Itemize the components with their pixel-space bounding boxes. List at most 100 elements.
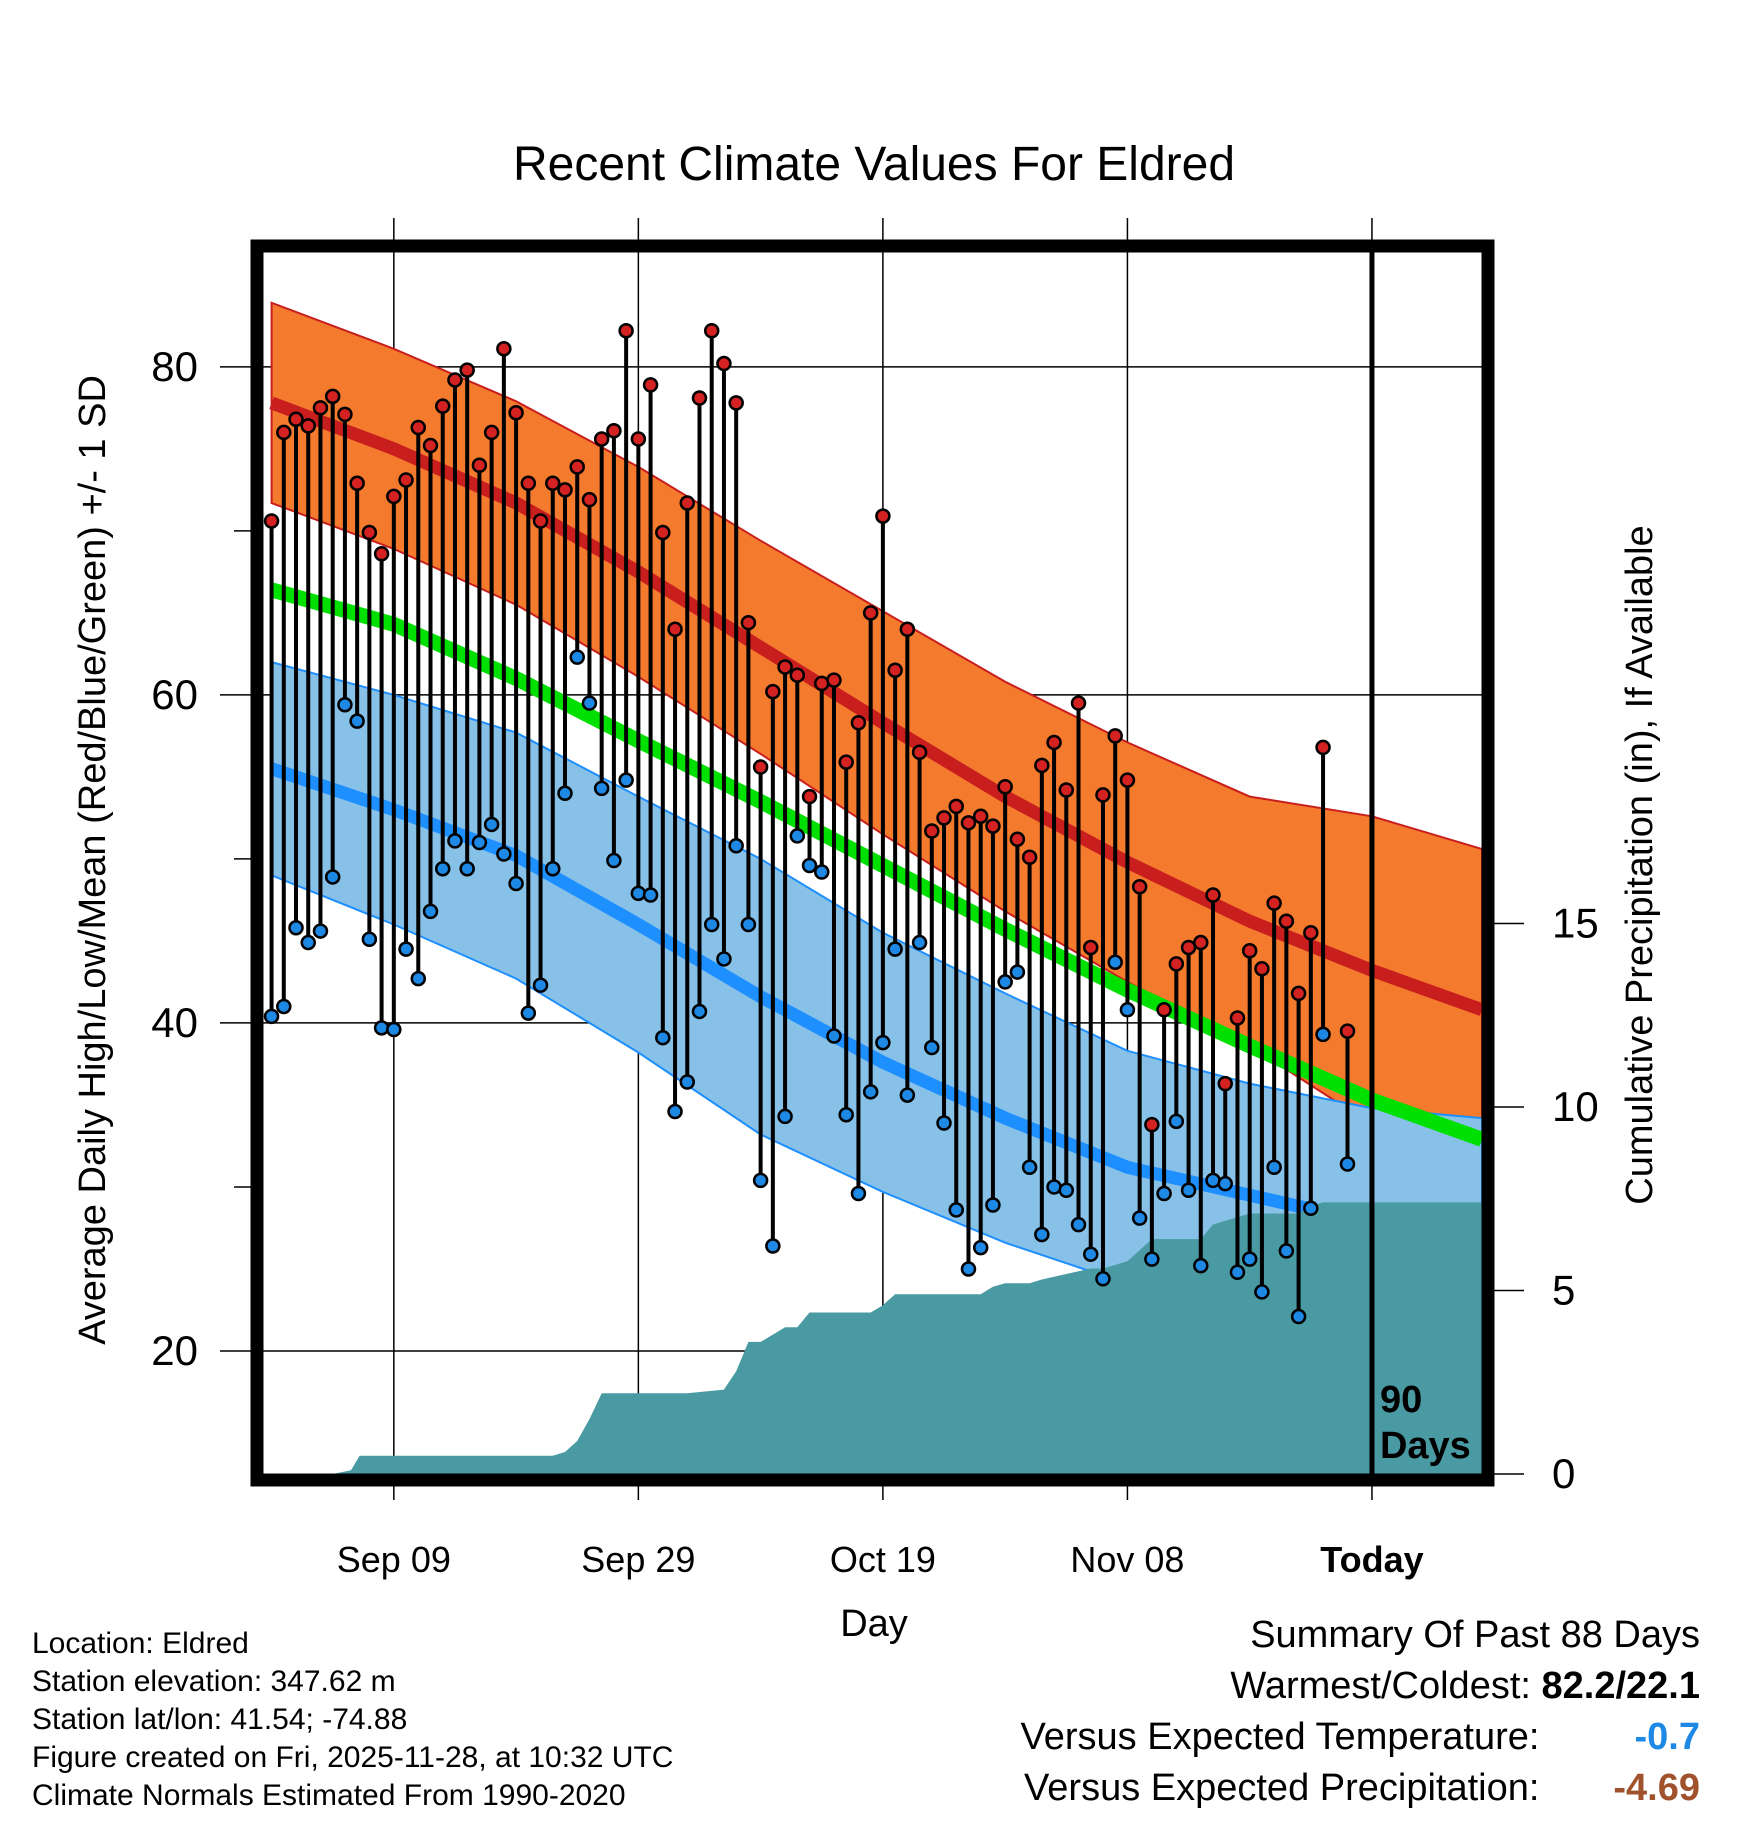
daily-high-point (740, 614, 757, 631)
precip-anomaly-label: Versus Expected Precipitation: (1024, 1767, 1540, 1809)
daily-high-point (752, 759, 769, 775)
daily-low-point (789, 828, 806, 844)
daily-low-point (1266, 1159, 1282, 1176)
daily-low-point (557, 785, 573, 802)
daily-low-point (1254, 1284, 1270, 1300)
daily-low-point (312, 923, 329, 939)
warmest-coldest-label: Warmest/Coldest: (1230, 1665, 1531, 1707)
daily-low-point (765, 1238, 781, 1254)
daily-high-point (814, 675, 830, 692)
daily-low-point (422, 903, 439, 920)
daily-high-point (679, 495, 696, 511)
daily-high-point (1303, 924, 1319, 941)
daily-low-point (703, 916, 720, 933)
daily-low-point (936, 1115, 952, 1131)
daily-high-point (1082, 939, 1099, 956)
daily-low-point (997, 974, 1013, 990)
daily-high-point (545, 475, 561, 492)
daily-low-point (1205, 1172, 1221, 1189)
daily-low-point (826, 1028, 842, 1044)
daily-low-point (1193, 1257, 1209, 1274)
daily-low-point (373, 1020, 390, 1036)
daily-low-point (630, 885, 647, 902)
daily-high-point (569, 459, 585, 475)
daily-low-point (581, 695, 598, 711)
x-tick-label: Sep 09 (337, 1539, 451, 1580)
daily-high-point (300, 418, 316, 434)
daily-high-point (1021, 849, 1038, 866)
daily-high-point (324, 388, 341, 405)
daily-high-point (483, 424, 500, 441)
daily-high-point (850, 715, 867, 731)
daily-high-point (911, 744, 928, 761)
daily-high-point (410, 419, 427, 436)
daily-high-point (1254, 961, 1270, 977)
daily-low-point (593, 780, 610, 797)
daily-high-point (618, 322, 634, 339)
plot-frame (250, 239, 1495, 1487)
daily-low-point (398, 941, 414, 957)
daily-low-point (300, 934, 316, 951)
daily-high-point (1278, 913, 1295, 929)
daily-high-point (1193, 934, 1209, 951)
daily-high-point (1119, 772, 1136, 788)
daily-low-point (1095, 1271, 1111, 1287)
daily-low-point (728, 838, 744, 854)
daily-high-point (1229, 1010, 1246, 1026)
precip-anomaly-row: Versus Expected Precipitation: -4.69 (1021, 1763, 1700, 1814)
summary-title: Summary Of Past 88 Days (1250, 1614, 1700, 1656)
daily-low-point (1303, 1200, 1319, 1217)
daily-high-point (593, 431, 610, 447)
daily-low-point (263, 1008, 280, 1025)
daily-high-point (422, 437, 439, 454)
daily-high-point (1168, 956, 1185, 972)
daily-low-point (1144, 1251, 1160, 1267)
daily-high-point (496, 341, 512, 357)
daily-low-point (1058, 1182, 1075, 1198)
daily-low-point (911, 934, 928, 951)
daily-high-point (1107, 728, 1123, 744)
daily-high-point (1009, 831, 1026, 847)
daily-low-point (386, 1021, 402, 1038)
daily-high-point (361, 524, 378, 541)
daily-high-point (447, 372, 463, 388)
precip-anomaly-value: -4.69 (1613, 1767, 1700, 1809)
daily-low-point (1009, 964, 1026, 980)
daily-low-point (520, 1005, 537, 1021)
daily-low-point (471, 834, 488, 851)
temp-anomaly-value: -0.7 (1634, 1716, 1700, 1758)
daily-low-point (1180, 1182, 1197, 1198)
x-tick-label: Oct 19 (830, 1539, 936, 1580)
daily-low-point (960, 1261, 977, 1277)
daily-low-point (777, 1108, 793, 1125)
low-sd-band (270, 660, 1482, 1408)
daily-low-point (337, 696, 353, 713)
daily-low-point (508, 875, 524, 892)
daily-low-point (838, 1107, 854, 1123)
daily-high-point (398, 472, 414, 488)
daily-high-point (826, 672, 842, 688)
daily-low-point (887, 941, 903, 957)
x-tick-label: Today (1320, 1539, 1423, 1580)
daily-low-point (1107, 954, 1123, 970)
daily-low-point (679, 1074, 696, 1090)
daily-high-point (1353, 0, 1366, 7)
daily-high-point (716, 355, 732, 372)
daily-low-point (1290, 1308, 1307, 1325)
y-axis-label: Average Daily High/Low/Mean (Red/Blue/Gr… (72, 375, 114, 1345)
temp-anomaly-label: Versus Expected Temperature: (1020, 1716, 1540, 1758)
daily-low-point (875, 1034, 891, 1051)
y-tick-label: 80 (151, 343, 198, 390)
daily-high-point (1266, 895, 1282, 911)
daily-high-point (691, 390, 708, 406)
today-days-label: Days (1380, 1425, 1471, 1467)
today-days-label: 90 (1380, 1379, 1422, 1421)
daily-high-point (1217, 1075, 1233, 1092)
daily-low-point (691, 1003, 708, 1020)
daily-high-point (777, 659, 793, 675)
y2-tick-label: 15 (1552, 900, 1599, 947)
daily-low-point (288, 920, 304, 936)
daily-low-point (752, 1172, 769, 1189)
warmest-coldest-row: Warmest/Coldest: 82.2/22.1 (1021, 1661, 1700, 1712)
